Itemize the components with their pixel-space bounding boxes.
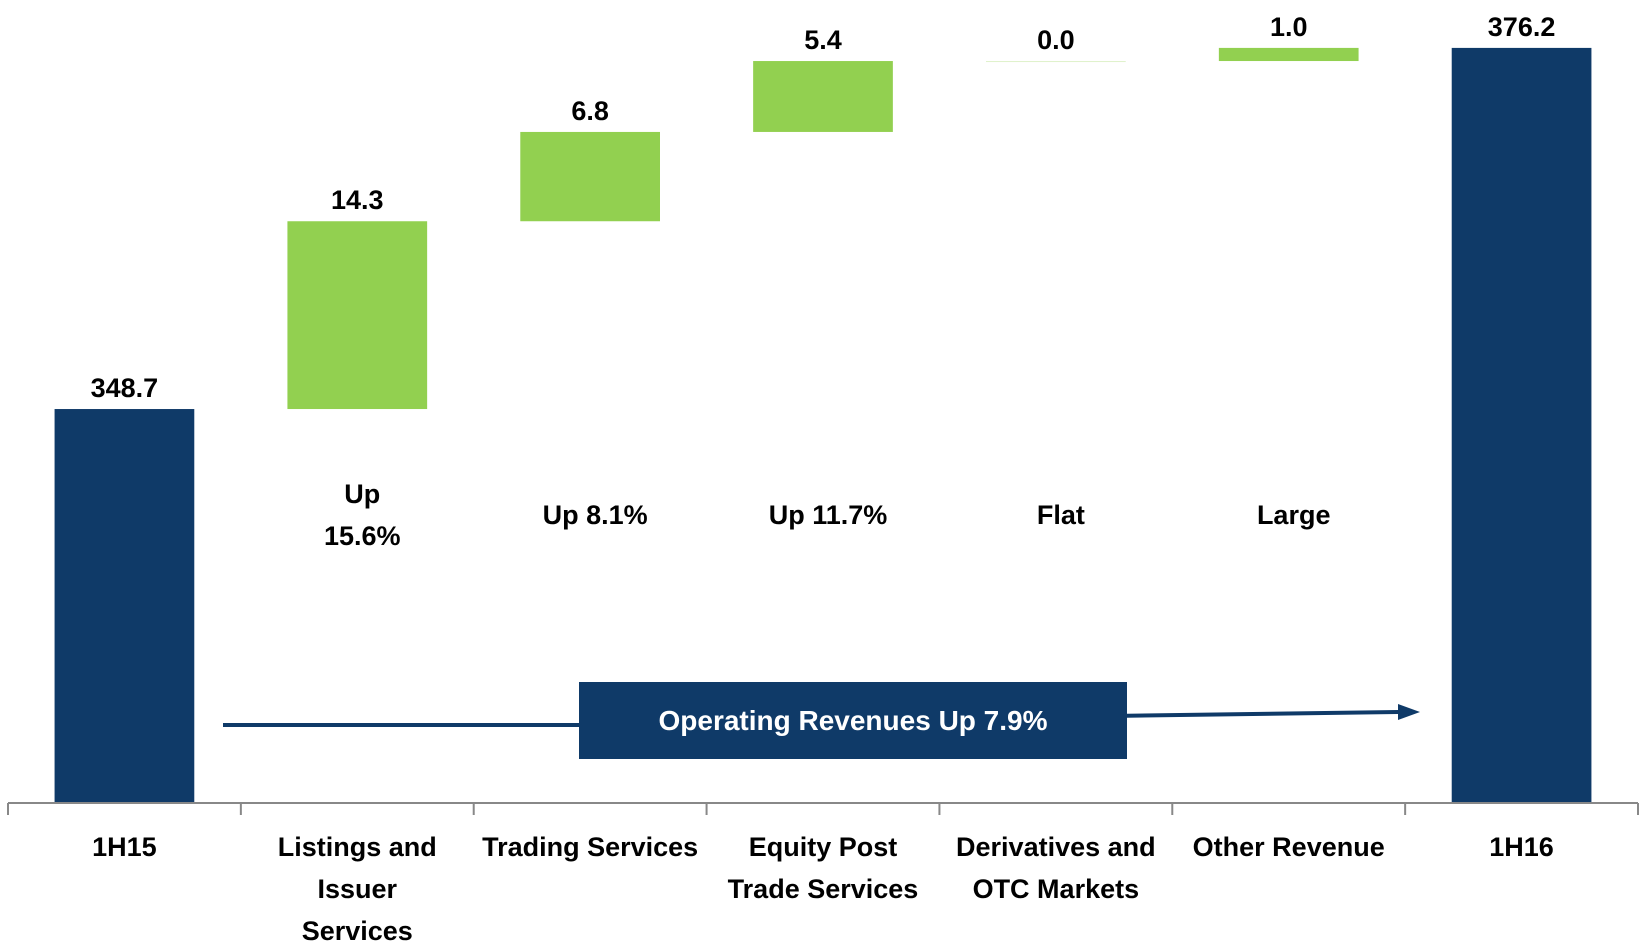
x-tick-label: Derivatives and OTC Markets	[956, 832, 1156, 904]
bar	[1218, 47, 1359, 62]
change-label: Up 15.6%	[324, 479, 401, 551]
change-label: Up 11.7%	[768, 500, 888, 530]
change-label: Flat	[1036, 500, 1085, 530]
bar	[520, 131, 660, 222]
arrow-line	[1109, 710, 1401, 718]
x-tick-label: Trading Services	[482, 832, 699, 862]
bar	[753, 61, 893, 132]
x-tick-label: Equity Post Trade Services	[727, 832, 919, 904]
value-label: 1.0	[1270, 12, 1308, 42]
bar	[1451, 47, 1592, 804]
x-tick-label: 1H16	[1489, 832, 1554, 862]
x-tick-label: Listings and Issuer Services	[277, 832, 437, 946]
value-label: 14.3	[331, 185, 384, 215]
change-label: Large	[1256, 500, 1331, 530]
callout: Operating Revenues Up 7.9%	[579, 682, 1127, 759]
change-label: Up 8.1%	[542, 500, 648, 530]
x-tick-label: 1H15	[92, 832, 157, 862]
value-label: 5.4	[804, 25, 842, 55]
bar	[287, 221, 428, 410]
bar	[986, 61, 1126, 63]
bar	[54, 409, 195, 803]
x-tick-label: Other Revenue	[1192, 832, 1385, 862]
value-label: 0.0	[1037, 25, 1075, 55]
value-label: 376.2	[1488, 12, 1556, 42]
value-label: 6.8	[571, 96, 609, 126]
value-label: 348.7	[91, 373, 159, 403]
arrow-head	[1398, 704, 1420, 720]
